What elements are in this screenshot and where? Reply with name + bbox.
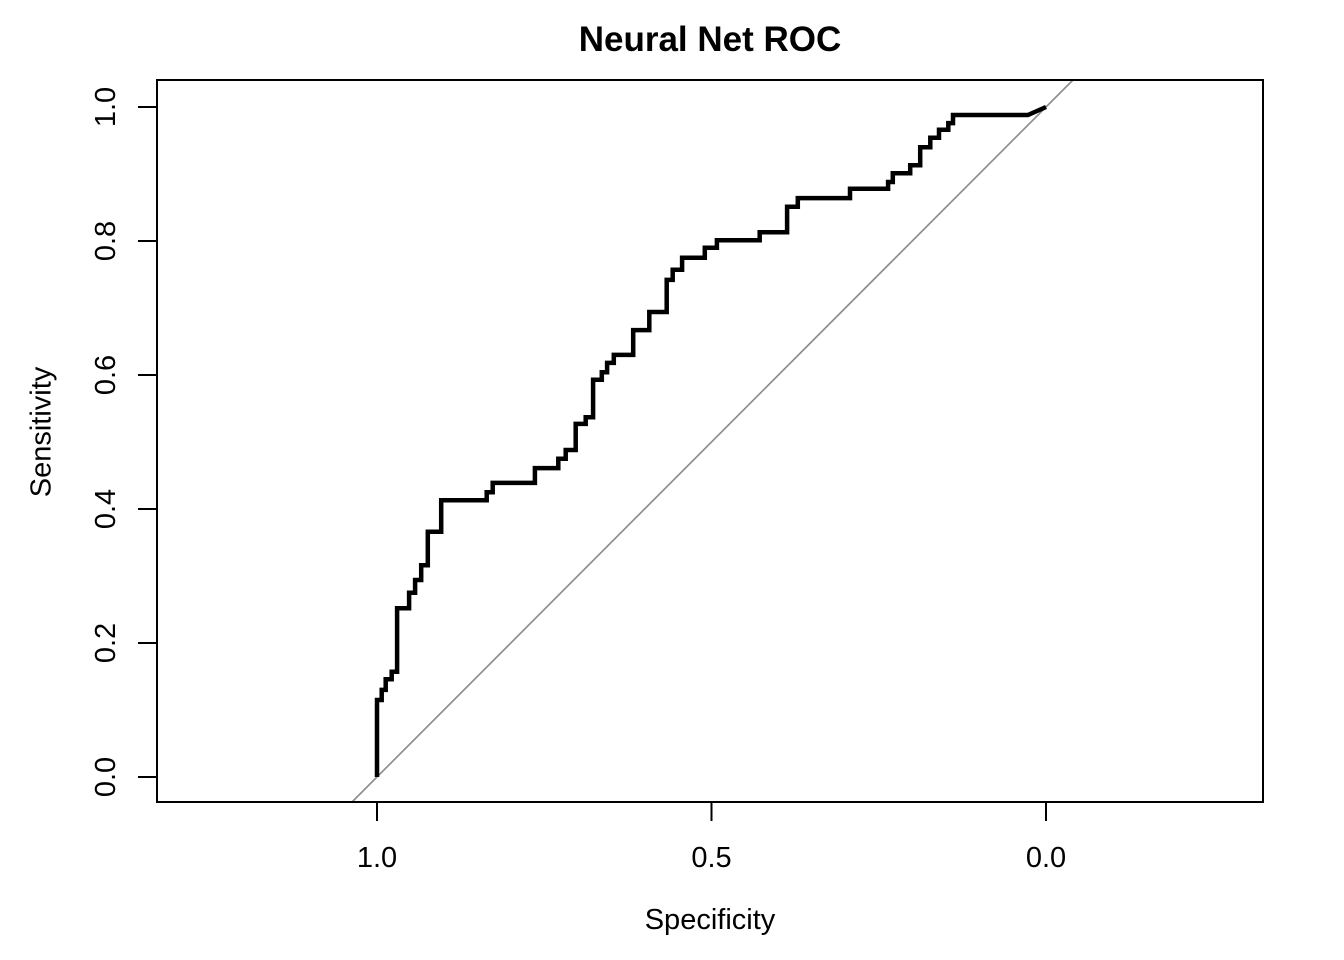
- x-tick-label: 1.0: [357, 842, 397, 874]
- chart-title: Neural Net ROC: [578, 20, 842, 59]
- y-tick-label: 0.6: [90, 355, 122, 395]
- reference-diagonal-line: [351, 79, 1074, 803]
- y-tick-label: 0.8: [90, 221, 122, 261]
- y-tick-label: 0.2: [90, 623, 122, 663]
- y-axis-label: Sensitivity: [25, 366, 58, 498]
- x-tick-label: 0.0: [1026, 842, 1066, 874]
- plot-box: [156, 79, 1264, 803]
- roc-curve-line: [374, 104, 1047, 777]
- y-tick-label: 1.0: [90, 87, 122, 127]
- y-tick-label: 0.0: [90, 757, 122, 797]
- x-axis-label: Specificity: [644, 904, 776, 936]
- y-tick-label: 0.4: [90, 489, 122, 529]
- x-tick-label: 0.5: [691, 842, 731, 874]
